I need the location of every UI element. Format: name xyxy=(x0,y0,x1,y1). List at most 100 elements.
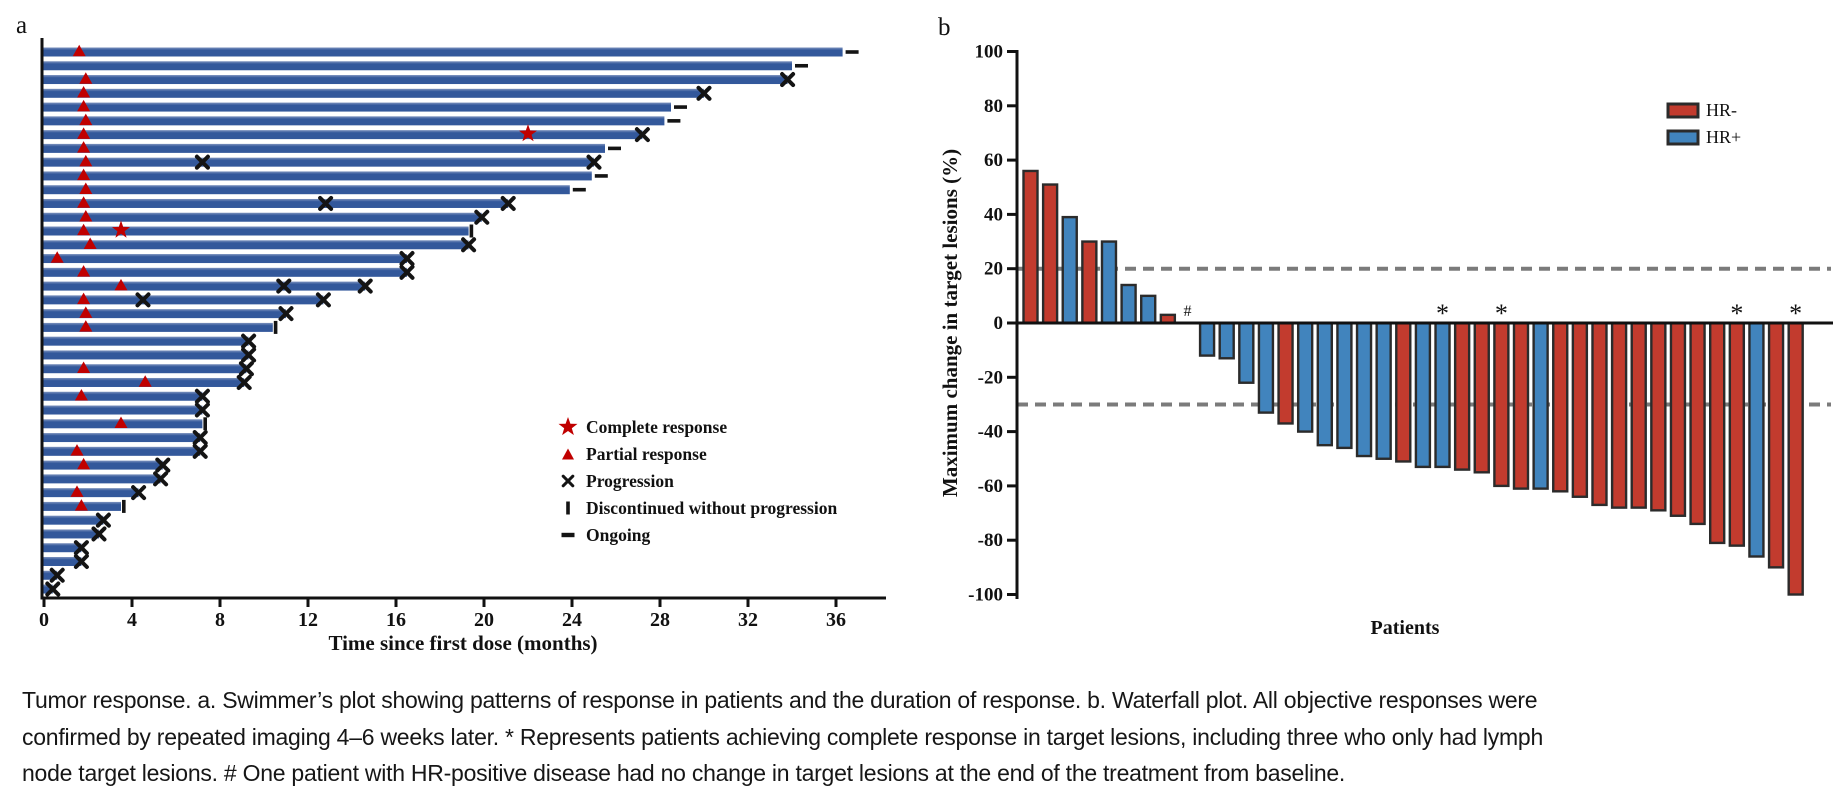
swimmer-bar xyxy=(43,47,843,57)
partial-response-legend-icon xyxy=(562,448,574,460)
waterfall-bar xyxy=(1316,321,1333,447)
discontinued-marker xyxy=(273,320,278,334)
ongoing-legend-icon xyxy=(561,532,575,538)
swimmer-bar xyxy=(43,254,407,264)
waterfall-bar xyxy=(1022,169,1039,325)
waterfall-bar xyxy=(1238,321,1255,384)
waterfall-bar xyxy=(1395,321,1412,463)
progression-marker xyxy=(45,581,61,597)
progression-marker xyxy=(194,402,210,418)
swimmer-bar xyxy=(43,226,469,236)
waterfall-bar xyxy=(1787,321,1804,596)
waterfall-bar xyxy=(1277,321,1294,425)
complete-response-legend-icon xyxy=(558,417,578,436)
waterfall-bar xyxy=(1630,321,1647,509)
swimmer-bar xyxy=(43,446,201,456)
swimmer-bar xyxy=(43,391,203,401)
progression-marker xyxy=(399,264,415,280)
partial-response-marker xyxy=(77,141,91,153)
x-tick-label: 4 xyxy=(127,609,137,631)
waterfall-bar xyxy=(1120,283,1137,325)
waterfall-bar xyxy=(1081,240,1098,325)
partial-response-marker xyxy=(50,251,64,263)
partial-response-marker xyxy=(83,237,97,250)
swimmer-bar xyxy=(43,529,99,539)
progression-marker xyxy=(278,306,294,322)
x-tick-label: 16 xyxy=(386,609,406,631)
swimmer-bar xyxy=(43,102,671,112)
swimmer-bar xyxy=(43,488,139,498)
star-annotation: * xyxy=(1730,299,1743,328)
waterfall-bar xyxy=(1689,321,1706,526)
y-tick-label: -80 xyxy=(978,530,1003,551)
discontinued-marker xyxy=(122,499,126,513)
waterfall-bar xyxy=(1571,321,1589,498)
progression-marker xyxy=(315,292,331,308)
progression-marker xyxy=(241,347,257,363)
legend-label: HR+ xyxy=(1706,127,1741,147)
waterfall-bar xyxy=(1748,321,1765,558)
waterfall-bar xyxy=(1453,321,1471,471)
progression-marker xyxy=(236,374,252,390)
progression-marker xyxy=(238,361,254,377)
progression-marker xyxy=(153,471,169,487)
partial-response-marker xyxy=(79,209,93,222)
legend-label: Complete response xyxy=(586,417,727,437)
partial-response-marker xyxy=(77,127,91,139)
swimmer-bar xyxy=(43,570,58,580)
swimmer-bar xyxy=(43,171,592,181)
ongoing-marker xyxy=(608,146,621,151)
waterfall-bar xyxy=(1709,321,1726,545)
partial-response-marker xyxy=(72,44,86,57)
legend-label: Ongoing xyxy=(586,525,650,545)
y-tick-label: -20 xyxy=(978,367,1003,388)
ongoing-marker xyxy=(572,187,586,192)
progression-marker xyxy=(357,278,373,294)
swimmer-bar xyxy=(43,295,324,305)
swimmer-bar xyxy=(43,130,643,140)
progression-marker xyxy=(194,154,210,170)
swimmer-bar xyxy=(43,336,249,346)
figure-caption: Tumor response. a. Swimmer’s plot showin… xyxy=(22,687,1544,786)
progression-marker xyxy=(634,127,650,143)
partial-response-marker xyxy=(79,154,93,167)
panel-b-waterfall: # * * * * 100 80 60 40 20 0 -20 -40 -60 -80 -100 Maximum… xyxy=(900,0,1835,665)
waterfall-bar xyxy=(1375,321,1392,460)
y-tick-label: -40 xyxy=(978,422,1003,443)
waterfall-bar xyxy=(1767,321,1785,569)
progression-marker xyxy=(73,540,89,556)
swimmer-bar xyxy=(43,364,247,374)
swimmer-bar xyxy=(43,281,366,291)
swimmer-bar xyxy=(43,474,161,484)
waterfall-bar xyxy=(1198,321,1216,357)
x-tick-label: 32 xyxy=(738,609,758,631)
ongoing-marker xyxy=(594,174,608,178)
legend-label: HR- xyxy=(1706,100,1737,120)
waterfall-bar xyxy=(1532,321,1549,490)
x-tick-label: 12 xyxy=(298,609,318,631)
progression-marker xyxy=(95,512,111,528)
swimmer-bar xyxy=(43,185,570,195)
waterfall-bar xyxy=(1610,321,1628,509)
waterfall-bar xyxy=(1100,240,1118,325)
x-tick-label: 8 xyxy=(215,609,225,631)
partial-response-marker xyxy=(77,223,91,236)
swimmer-bar xyxy=(43,88,704,98)
progression-marker xyxy=(192,430,208,446)
discontinued-legend-icon xyxy=(566,501,570,515)
progression-marker xyxy=(91,526,107,542)
hash-annotation: # xyxy=(1183,303,1191,320)
y-tick-label: -100 xyxy=(968,585,1003,606)
partial-response-marker xyxy=(70,485,84,497)
partial-response-marker xyxy=(77,196,91,208)
progression-marker xyxy=(155,457,171,473)
partial-response-marker xyxy=(77,168,91,181)
progression-marker xyxy=(131,485,147,501)
partial-response-marker xyxy=(79,113,93,126)
swimmer-bar xyxy=(43,584,53,594)
ongoing-marker xyxy=(845,50,859,54)
swimmer-bar xyxy=(43,267,407,277)
waterfall-bar xyxy=(1434,321,1451,469)
discontinued-marker xyxy=(469,224,474,238)
